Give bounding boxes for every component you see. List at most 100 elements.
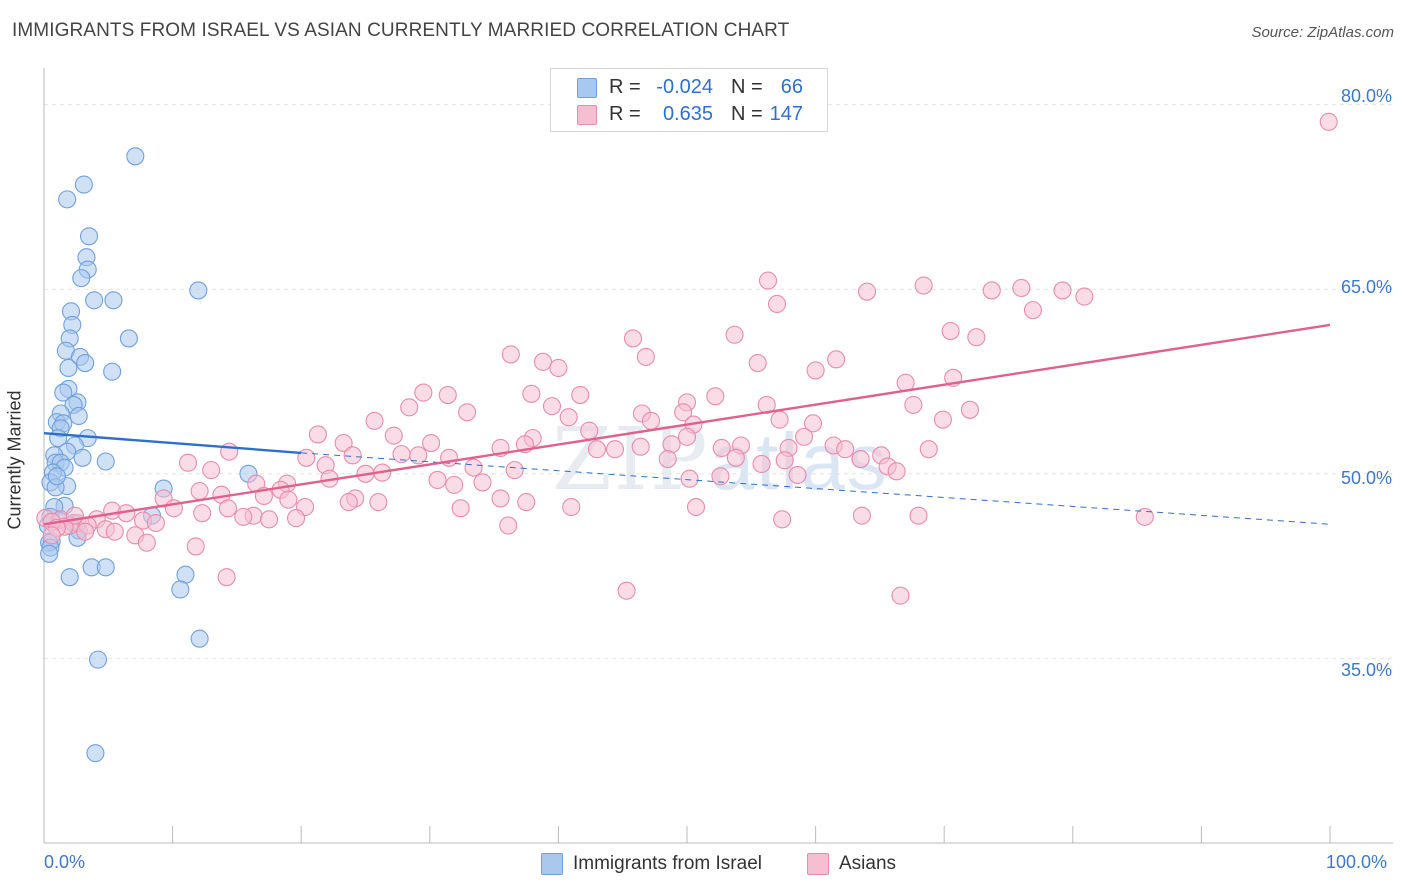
data-point-asians — [887, 462, 906, 481]
data-point-asians — [522, 384, 541, 403]
legend-n-label: N = — [731, 76, 763, 98]
data-point-asians — [1075, 287, 1094, 306]
data-point-asians — [190, 481, 209, 501]
data-point-asians — [105, 522, 124, 541]
data-point-israel — [72, 269, 91, 288]
data-point-asians — [499, 516, 518, 535]
data-point-asians — [445, 475, 464, 494]
data-point-asians — [803, 414, 823, 433]
data-point-israel — [190, 629, 209, 648]
data-point-israel — [126, 147, 145, 166]
legend-swatch-asians — [577, 105, 597, 125]
data-point-asians — [658, 449, 677, 469]
data-point-israel — [103, 362, 122, 381]
data-point-asians — [836, 440, 855, 459]
data-point-asians — [580, 421, 599, 440]
data-point-asians — [279, 490, 298, 509]
data-point-asians — [400, 398, 419, 417]
correlation-legend: R = -0.024 N = 66 R = 0.635 N = 147 — [550, 68, 828, 132]
data-point-israel — [86, 744, 105, 763]
data-point-asians — [193, 504, 212, 523]
data-point-asians — [234, 507, 253, 526]
data-point-asians — [677, 427, 697, 446]
data-point-asians — [308, 425, 327, 444]
data-point-asians — [662, 435, 681, 454]
data-point-asians — [725, 325, 744, 344]
data-point-asians — [562, 497, 581, 517]
data-point-asians — [605, 440, 625, 459]
data-point-asians — [1319, 112, 1338, 131]
data-point-asians — [674, 403, 693, 422]
data-point-asians — [365, 411, 384, 430]
bottom-legend-label-asians: Asians — [839, 853, 897, 874]
data-point-asians — [852, 506, 871, 525]
data-point-asians — [297, 448, 316, 467]
data-point-asians — [464, 458, 483, 477]
data-point-israel — [96, 558, 115, 577]
legend-r-value: -0.024 — [656, 76, 713, 98]
legend-r-label: R = — [609, 103, 641, 125]
data-point-israel — [58, 190, 77, 209]
data-point-asians — [220, 442, 239, 461]
data-point-asians — [259, 510, 279, 529]
data-point-asians — [686, 497, 706, 517]
data-point-asians — [706, 387, 725, 406]
data-point-israel — [85, 291, 104, 310]
data-point-asians — [933, 410, 952, 429]
data-point-asians — [384, 426, 403, 445]
data-point-asians — [773, 510, 792, 529]
legend-r-label: R = — [609, 76, 641, 98]
data-point-asians — [549, 358, 568, 378]
data-point-asians — [806, 361, 825, 380]
legend-r-value: 0.635 — [662, 103, 713, 125]
data-point-asians — [287, 509, 306, 528]
data-point-asians — [909, 506, 928, 525]
y-tick-label-35: 35.0% — [1340, 660, 1392, 680]
data-point-israel — [40, 544, 59, 563]
data-point-asians — [533, 352, 553, 371]
data-point-asians — [794, 427, 814, 446]
data-point-asians — [451, 499, 470, 518]
data-point-israel — [189, 281, 208, 300]
data-point-asians — [369, 493, 388, 512]
data-point-israel — [88, 650, 108, 669]
data-point-israel — [59, 358, 78, 378]
trend-line-israel — [43, 431, 302, 455]
data-point-asians — [218, 499, 237, 518]
data-point-asians — [680, 469, 699, 488]
data-point-asians — [891, 586, 910, 605]
data-point-asians — [711, 467, 730, 486]
data-point-asians — [202, 461, 221, 480]
legend-n-label: N = — [731, 103, 763, 125]
data-point-asians — [409, 446, 428, 465]
data-point-asians — [217, 568, 236, 587]
y-axis-label: Currently Married — [4, 390, 25, 530]
chart-title: IMMIGRANTS FROM ISRAEL VS ASIAN CURRENTL… — [12, 20, 790, 41]
data-point-asians — [146, 513, 165, 533]
data-point-asians — [505, 461, 524, 480]
data-point-asians — [748, 353, 767, 373]
data-point-israel — [69, 406, 88, 426]
data-point-asians — [414, 383, 433, 402]
data-point-asians — [587, 440, 607, 459]
data-point-israel — [104, 291, 123, 310]
data-point-israel — [74, 175, 93, 194]
data-point-israel — [79, 227, 99, 246]
x-tick-label-min: 0.0% — [44, 852, 86, 872]
data-point-asians — [1135, 507, 1154, 526]
data-point-asians — [571, 385, 590, 405]
source-credit: Source: ZipAtlas.com — [1251, 24, 1394, 41]
data-point-israel — [60, 568, 79, 587]
data-point-asians — [941, 322, 960, 341]
data-point-asians — [857, 282, 877, 301]
data-point-israel — [171, 580, 190, 599]
data-point-asians — [1023, 301, 1042, 320]
data-point-asians — [904, 395, 923, 414]
data-point-asians — [491, 489, 510, 508]
x-tick-label-max: 100.0% — [1326, 852, 1388, 872]
data-point-asians — [919, 440, 938, 459]
legend-row-israel: R = -0.024 N = 66 — [551, 74, 827, 100]
data-point-asians — [752, 454, 771, 474]
data-point-asians — [76, 522, 95, 541]
